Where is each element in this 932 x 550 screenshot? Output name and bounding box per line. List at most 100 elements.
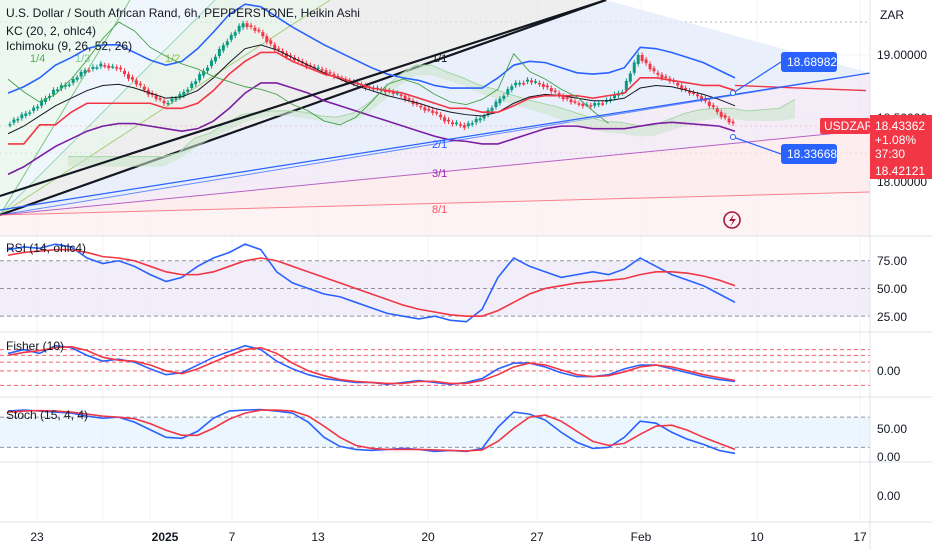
candle-body-124 <box>498 98 502 104</box>
candle-body-58 <box>237 25 241 32</box>
candle-body-0 <box>8 124 12 126</box>
candle-body-120 <box>482 116 486 119</box>
candle-body-128 <box>514 82 518 86</box>
candle-body-116 <box>466 123 470 127</box>
candle-body-62 <box>253 27 257 31</box>
candle-body-33 <box>138 83 142 86</box>
candle-body-175 <box>699 96 703 100</box>
stoch-tick-0: 0.00 <box>877 450 901 464</box>
fan-line-6 <box>0 191 871 216</box>
candle-body-45 <box>186 89 190 92</box>
candle-body-28 <box>119 67 123 70</box>
trendline-black <box>0 0 607 198</box>
candle-body-148 <box>593 103 597 106</box>
candle-body-48 <box>198 74 202 81</box>
candle-body-55 <box>225 41 229 46</box>
candle-body-6 <box>32 107 36 111</box>
panel-1-series-0 <box>7 344 736 386</box>
candle-body-43 <box>178 94 182 98</box>
candle-body-112 <box>450 122 454 125</box>
candle-body-109 <box>439 114 443 118</box>
projection-label-lower-text: 18.33668 <box>787 147 837 161</box>
candle-body-16 <box>71 79 75 83</box>
trendline-blue <box>0 72 871 211</box>
candle-body-56 <box>229 34 233 40</box>
indicator-panels <box>0 243 870 455</box>
candle-body-42 <box>174 98 178 100</box>
candle-body-150 <box>601 103 605 105</box>
symbol-badge-label: USDZAR <box>824 119 874 133</box>
time-label-7: 10 <box>750 530 764 544</box>
candle-body-81 <box>328 72 332 74</box>
candle-body-46 <box>190 83 194 89</box>
candle-body-75 <box>304 63 308 67</box>
candle-body-106 <box>427 108 431 111</box>
candle-body-105 <box>423 107 427 111</box>
candle-body-14 <box>63 84 67 87</box>
projection-label-upper[interactable] <box>781 52 837 72</box>
candle-body-61 <box>249 25 253 27</box>
candle-body-149 <box>597 103 601 105</box>
candle-body-80 <box>324 70 328 74</box>
candle-body-126 <box>506 89 510 95</box>
candle-body-182 <box>727 118 731 123</box>
candle-body-144 <box>577 103 581 105</box>
candle-body-134 <box>537 82 541 85</box>
candle-body-181 <box>723 115 727 118</box>
indicator-label-fisher[interactable]: Fisher (10) <box>6 339 64 353</box>
candle-body-39 <box>162 100 166 104</box>
candle-body-37 <box>154 95 158 99</box>
span-a-line <box>68 64 796 158</box>
fan-line-3 <box>0 0 607 217</box>
candle-body-129 <box>518 82 522 85</box>
time-label-0: 23 <box>30 530 44 544</box>
price-tick-19: 19.00000 <box>877 48 927 62</box>
candle-body-25 <box>107 65 111 68</box>
candle-body-138 <box>553 90 557 93</box>
flash-icon[interactable] <box>723 211 741 229</box>
time-label-5: 27 <box>530 530 544 544</box>
time-axis[interactable]: 23 2025 7 13 20 27 Feb 10 17 <box>30 530 867 544</box>
time-label-2: 7 <box>229 530 236 544</box>
candle-body-159 <box>636 55 640 64</box>
candle-body-99 <box>399 94 403 96</box>
indicator-label-stoch[interactable]: Stoch (15, 4, 4) <box>6 408 88 422</box>
candle-body-173 <box>692 92 696 94</box>
candle-body-8 <box>40 100 44 106</box>
candle-body-114 <box>458 124 462 126</box>
candle-body-141 <box>565 97 569 100</box>
ichimoku-forward-line <box>734 84 867 92</box>
candle-body-34 <box>142 86 146 90</box>
candle-body-59 <box>241 23 245 28</box>
ichimoku-base-line <box>8 51 736 145</box>
projection-label-lower[interactable] <box>781 144 837 164</box>
candle-body-9 <box>44 98 48 102</box>
candle-body-104 <box>419 105 423 108</box>
projection-label-upper-text: 18.68982 <box>787 55 837 69</box>
projection-anchor-lower <box>730 134 736 140</box>
candle-body-180 <box>719 112 723 117</box>
indicator-label-ichimoku[interactable]: Ichimoku (9, 26, 52, 26) <box>6 39 132 53</box>
candle-body-60 <box>245 23 249 27</box>
candle-body-158 <box>632 62 636 73</box>
projection-line-lower <box>732 136 782 155</box>
indicator-label-rsi[interactable]: RSI (14, ohlc4) <box>6 241 86 255</box>
candle-body-67 <box>273 44 277 50</box>
fan-zone-last <box>0 192 870 236</box>
candle-body-115 <box>462 125 466 128</box>
candle-body-131 <box>526 79 530 82</box>
candle-body-23 <box>99 63 103 67</box>
candle-body-143 <box>573 101 577 103</box>
candle-body-69 <box>281 50 285 54</box>
candle-body-49 <box>202 70 206 76</box>
candle-body-132 <box>530 80 534 83</box>
candle-body-5 <box>28 112 32 114</box>
candle-body-20 <box>87 70 91 72</box>
candle-body-13 <box>59 85 63 89</box>
candle-body-27 <box>115 67 119 69</box>
ichimoku-lagging-span <box>7 21 609 126</box>
candle-body-130 <box>522 82 526 85</box>
indicator-label-kc[interactable]: KC (20, 2, ohlc4) <box>6 24 96 38</box>
candle-body-82 <box>332 74 336 77</box>
